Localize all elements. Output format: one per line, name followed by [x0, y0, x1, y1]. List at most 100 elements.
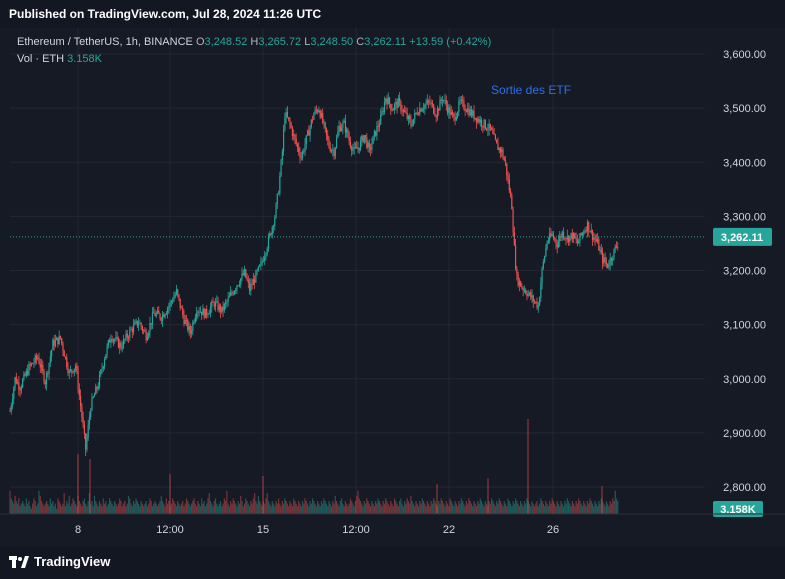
candle-body	[545, 247, 547, 257]
volume-bar	[226, 490, 228, 514]
volume-bar	[38, 490, 40, 514]
y-tick-label: 3,500.00	[723, 103, 766, 115]
candle-body	[225, 302, 227, 305]
candle-body	[323, 122, 325, 124]
volume-bar	[34, 501, 36, 514]
volume-bar	[520, 501, 522, 514]
symbol-legend[interactable]: Ethereum / TetherUS, 1h, BINANCE O3,248.…	[17, 36, 491, 48]
candle-body	[473, 110, 475, 120]
candle-body	[87, 425, 89, 438]
volume-bar	[518, 506, 520, 514]
candle-body	[513, 231, 515, 246]
volume-legend[interactable]: Vol · ETH 3.158K	[17, 53, 102, 65]
tradingview-logo[interactable]: TradingView	[9, 554, 110, 569]
candle-body	[293, 134, 295, 136]
volume-bar	[508, 501, 510, 514]
volume-bar	[85, 503, 87, 514]
candle-body	[425, 103, 427, 105]
candle-body	[96, 386, 98, 389]
volume-bar	[22, 501, 24, 514]
chart-frame[interactable]	[0, 28, 785, 547]
volume-bar	[154, 501, 156, 514]
candle-body	[98, 374, 101, 387]
price-axis[interactable]: 3,600.00 3,500.00 3,400.00 3,300.00 3,200.00…	[723, 49, 766, 494]
volume-bar	[59, 503, 62, 514]
volume-bar	[309, 501, 311, 514]
candle-body	[546, 241, 548, 248]
volume-bar	[380, 503, 382, 514]
candle-body	[164, 314, 166, 317]
volume-bar	[47, 503, 49, 514]
volume-bar	[554, 503, 556, 514]
candle-body	[584, 230, 586, 233]
candle-body	[233, 291, 236, 295]
volume-bar	[533, 506, 536, 514]
last-volume-label: 3.158K	[720, 504, 756, 516]
candle-body	[266, 248, 268, 254]
volume-bar	[51, 503, 53, 514]
volume-bar	[594, 501, 596, 514]
candle-body	[184, 319, 186, 324]
volume-bar	[464, 506, 466, 514]
candle-body	[450, 111, 452, 115]
price-chart[interactable]: 3,262.113.158K 3,600.003,500.003,400.003…	[0, 28, 785, 547]
annotation-text[interactable]: Sortie des ETF	[491, 83, 572, 97]
candle-body	[33, 362, 35, 364]
candle-body	[217, 301, 219, 311]
candle-body	[304, 144, 306, 152]
volume-bar	[294, 501, 296, 514]
volume-bar	[150, 501, 152, 514]
volume-bar	[439, 503, 441, 514]
candle-body	[169, 301, 171, 307]
candle-body	[254, 279, 256, 283]
candle-body	[226, 301, 228, 303]
candle-body	[387, 97, 389, 105]
candle-body	[202, 308, 204, 316]
volume-bar	[61, 506, 63, 514]
candle-body	[571, 232, 573, 240]
volume-bar	[37, 503, 39, 514]
candle-body	[299, 152, 301, 158]
volume-bar	[382, 501, 384, 514]
volume-bar	[330, 506, 333, 514]
volume-bar	[430, 501, 432, 514]
candle-body	[395, 101, 397, 105]
volume-bar	[434, 501, 436, 514]
volume-bar	[247, 503, 249, 514]
candle-body	[78, 389, 80, 396]
candle-body	[107, 340, 109, 347]
candle-body	[179, 298, 181, 308]
candle-body	[588, 221, 590, 232]
volume-bar	[245, 498, 247, 514]
volume-bar	[426, 501, 428, 514]
candle-body	[193, 322, 195, 323]
volume-bar	[506, 506, 508, 514]
volume-bar	[465, 501, 468, 514]
volume-bar	[140, 501, 142, 514]
volume-bar	[507, 498, 509, 514]
candle-body	[174, 294, 176, 298]
candle-body	[453, 113, 455, 117]
volume-bar	[496, 501, 498, 514]
volume-bar	[132, 501, 135, 514]
candle-body	[9, 411, 11, 413]
y-tick-label: 2,800.00	[723, 482, 766, 494]
candle-body	[532, 295, 534, 302]
time-axis[interactable]: 8 12:00 15 12:00 22 26	[0, 513, 785, 536]
candle-body	[435, 115, 437, 118]
candle-body	[170, 301, 172, 303]
candle-body	[187, 320, 189, 330]
candle-body	[407, 116, 410, 120]
volume-bar	[357, 490, 359, 514]
volume-bar	[98, 501, 101, 514]
candle-body	[48, 363, 50, 374]
candle-body	[381, 111, 383, 115]
volume-bar	[86, 506, 88, 514]
candle-body	[82, 417, 84, 425]
candle-body	[380, 114, 382, 125]
candle-body	[175, 289, 178, 295]
volume-bar	[347, 506, 349, 514]
volume-label: Vol · ETH	[17, 53, 65, 65]
volume-bar	[68, 495, 70, 514]
volume-bar	[299, 503, 301, 514]
